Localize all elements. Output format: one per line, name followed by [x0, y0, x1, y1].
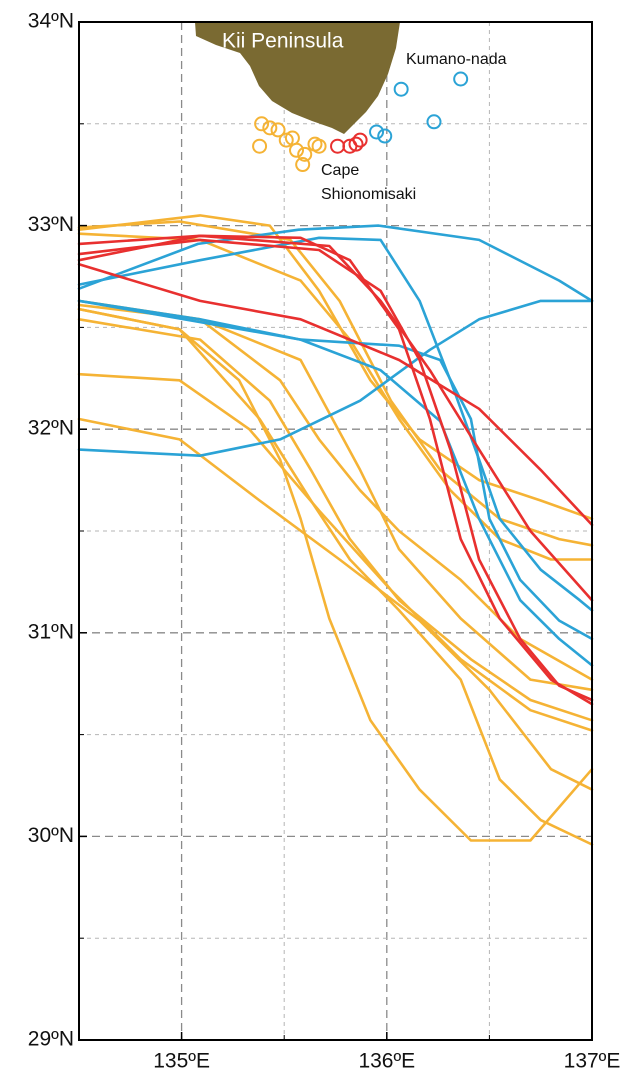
y-tick-label: 34ºN — [28, 10, 74, 33]
trajectory — [77, 234, 594, 706]
trajectory — [77, 232, 594, 561]
point — [262, 120, 278, 136]
point — [252, 138, 268, 154]
kii-peninsula-land — [195, 22, 400, 134]
trajectory — [77, 417, 594, 791]
x-tick-label: 135ºE — [153, 1050, 210, 1073]
trajectory — [77, 220, 594, 547]
trajectory — [77, 299, 594, 667]
trajectory — [77, 262, 594, 527]
point — [348, 136, 364, 152]
point — [330, 138, 346, 154]
trajectory — [77, 224, 594, 303]
trajectory — [77, 299, 594, 641]
point — [270, 122, 286, 138]
trajectory — [77, 299, 594, 681]
points — [252, 71, 469, 173]
trajectory — [77, 307, 594, 846]
point — [297, 146, 313, 162]
point — [295, 157, 311, 173]
point — [289, 142, 305, 158]
y-tick-label: 31ºN — [28, 620, 74, 643]
point — [377, 128, 393, 144]
point — [453, 71, 469, 87]
point — [369, 124, 385, 140]
y-tick-label: 30ºN — [28, 824, 74, 847]
y-tick-label: 33ºN — [28, 213, 74, 236]
trajectory — [77, 317, 594, 722]
trajectory — [77, 214, 594, 521]
tracks — [77, 214, 594, 846]
x-tick-label: 137ºE — [564, 1050, 621, 1073]
ticks: 29ºN 30ºN 31ºN 32ºN 33ºN 34ºN 135ºE 136ºE 137ºE — [28, 10, 621, 1073]
annotation: Kumano-nada — [406, 51, 507, 68]
point — [254, 116, 270, 132]
annotation: Shionomisaki — [321, 186, 416, 203]
point — [426, 114, 442, 130]
trajectory — [77, 299, 594, 458]
trajectory — [77, 307, 594, 842]
y-tick-label: 32ºN — [28, 417, 74, 440]
trajectory — [77, 372, 594, 732]
point — [284, 130, 300, 146]
point — [311, 138, 327, 154]
x-tick-label: 136ºE — [358, 1050, 415, 1073]
y-tick-label: 29ºN — [28, 1028, 74, 1051]
annotation: Kii Peninsula — [222, 30, 344, 53]
trajectory — [77, 238, 594, 702]
annotation: Cape — [321, 162, 359, 179]
point — [352, 132, 368, 148]
point — [278, 132, 294, 148]
point — [393, 81, 409, 97]
